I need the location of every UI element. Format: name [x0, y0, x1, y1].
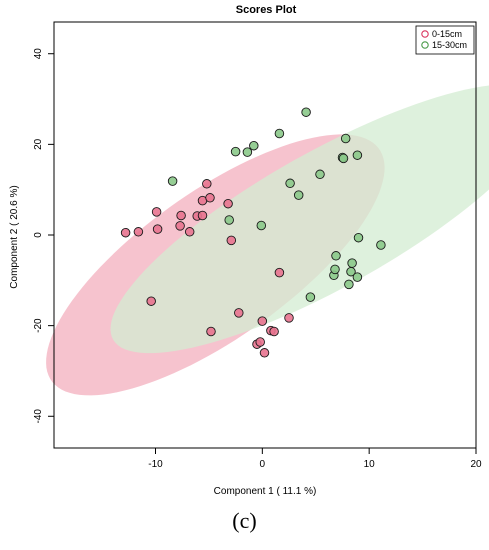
x-axis: -10 0 10 20 — [148, 447, 482, 470]
point-0-15cm — [257, 316, 268, 326]
point-15-30cm — [230, 146, 241, 157]
x-tick-label: 10 — [364, 459, 376, 470]
point-0-15cm — [269, 326, 279, 337]
point-0-15cm — [176, 210, 186, 221]
point-0-15cm — [255, 337, 265, 347]
point-15-30cm — [315, 169, 325, 180]
point-0-15cm — [146, 296, 156, 306]
x-tick-label: -10 — [148, 459, 163, 470]
point-15-30cm — [352, 150, 363, 160]
y-axis: -40 -20 0 20 40 — [33, 48, 55, 424]
point-0-15cm — [205, 193, 215, 203]
x-tick-label: 0 — [260, 459, 266, 470]
point-15-30cm — [340, 133, 351, 144]
point-0-15cm — [259, 348, 270, 358]
point-15-30cm — [242, 147, 253, 157]
point-15-30cm — [344, 279, 354, 290]
y-tick-label: 0 — [33, 232, 44, 238]
chart-title: Scores Plot — [236, 4, 297, 16]
y-axis-label: Component 2 ( 20.6 %) — [9, 185, 20, 288]
point-0-15cm — [152, 224, 163, 234]
legend-marker — [421, 30, 429, 38]
y-tick-label: -40 — [33, 409, 44, 424]
point-0-15cm — [175, 221, 185, 231]
legend-marker — [421, 41, 429, 49]
x-tick-label: 20 — [470, 459, 482, 470]
point-15-30cm — [330, 264, 340, 275]
ellipse-15-30cm — [110, 85, 489, 354]
point-15-30cm — [353, 232, 364, 243]
point-0-15cm — [202, 179, 212, 189]
point-15-30cm — [301, 107, 311, 117]
point-0-15cm — [120, 227, 131, 238]
legend-label: 0-15cm — [432, 29, 462, 39]
point-15-30cm — [274, 128, 285, 139]
point-0-15cm — [223, 198, 233, 209]
legend-label: 15-30cm — [432, 40, 467, 50]
point-15-30cm — [352, 272, 363, 282]
y-tick-label: -20 — [33, 318, 44, 333]
point-0-15cm — [226, 235, 237, 246]
score-points — [120, 107, 386, 358]
point-0-15cm — [206, 326, 216, 337]
point-0-15cm — [234, 308, 244, 318]
point-15-30cm — [376, 240, 386, 250]
point-15-30cm — [305, 292, 316, 302]
confidence-ellipses — [46, 85, 489, 396]
point-15-30cm — [256, 220, 267, 231]
legend-box — [415, 25, 475, 55]
y-tick-label: 40 — [33, 48, 44, 60]
point-15-30cm — [293, 190, 304, 200]
point-0-15cm — [284, 313, 294, 323]
point-15-30cm — [347, 258, 357, 268]
point-15-30cm — [331, 251, 341, 261]
x-axis-label: Component 1 ( 11.1 %) — [214, 486, 317, 497]
y-tick-label: 20 — [33, 138, 44, 150]
point-0-15cm — [151, 207, 162, 217]
point-0-15cm — [184, 227, 195, 237]
point-0-15cm — [274, 267, 285, 278]
point-15-30cm — [338, 153, 349, 164]
point-15-30cm — [224, 215, 234, 225]
point-15-30cm — [285, 178, 295, 189]
point-15-30cm — [167, 176, 178, 186]
point-0-15cm — [133, 227, 144, 237]
point-0-15cm — [197, 210, 208, 221]
point-15-30cm — [249, 140, 259, 151]
figure-caption: (c) — [232, 508, 257, 533]
